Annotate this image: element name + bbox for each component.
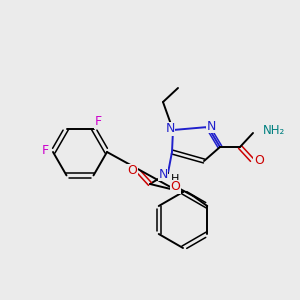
Text: N: N (165, 122, 175, 136)
Text: H: H (171, 174, 179, 184)
Text: O: O (170, 181, 180, 194)
Text: O: O (254, 154, 264, 166)
Text: F: F (95, 115, 102, 128)
Text: O: O (127, 164, 137, 178)
Text: F: F (41, 145, 49, 158)
Text: NH₂: NH₂ (263, 124, 285, 137)
Text: N: N (206, 119, 216, 133)
Text: N: N (158, 167, 168, 181)
